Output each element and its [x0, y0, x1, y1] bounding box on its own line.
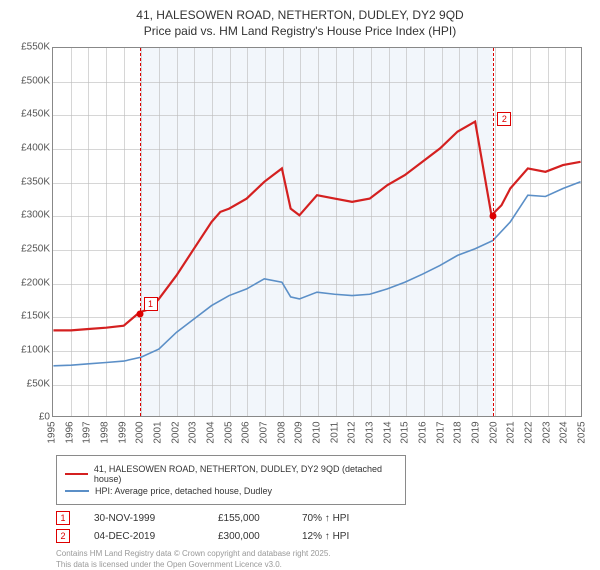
series-price_paid [53, 122, 580, 331]
x-tick-label: 2006 [241, 422, 252, 444]
data-point-1 [136, 310, 143, 317]
sale-row: 1 30-NOV-1999 £155,000 70% ↑ HPI [56, 511, 588, 525]
marker-line-1 [140, 48, 141, 416]
x-tick-label: 1995 [47, 422, 58, 444]
x-tick-label: 2015 [400, 422, 411, 444]
marker-box-2: 2 [497, 112, 511, 126]
x-tick-label: 2025 [577, 422, 588, 444]
data-point-2 [490, 213, 497, 220]
x-tick-label: 2001 [153, 422, 164, 444]
x-tick-label: 2011 [329, 422, 340, 444]
y-tick-label: £550K [21, 42, 50, 53]
x-tick-label: 2013 [365, 422, 376, 444]
x-tick-label: 1998 [100, 422, 111, 444]
title-line2: Price paid vs. HM Land Registry's House … [12, 24, 588, 40]
plot-area: £0£50K£100K£150K£200K£250K£300K£350K£400… [12, 47, 582, 417]
sale-hpi: 12% ↑ HPI [302, 531, 382, 542]
x-tick-label: 2010 [312, 422, 323, 444]
y-tick-label: £500K [21, 75, 50, 86]
x-tick-label: 2007 [259, 422, 270, 444]
x-tick-label: 2021 [506, 422, 517, 444]
x-tick-label: 1999 [117, 422, 128, 444]
x-tick-label: 2016 [418, 422, 429, 444]
legend-label-1: 41, HALESOWEN ROAD, NETHERTON, DUDLEY, D… [94, 464, 397, 484]
sale-price: £300,000 [218, 531, 278, 542]
x-axis: 1995199619971998199920002001200220032004… [52, 417, 582, 447]
sale-marker: 2 [56, 529, 70, 543]
y-tick-label: £350K [21, 176, 50, 187]
legend: 41, HALESOWEN ROAD, NETHERTON, DUDLEY, D… [56, 455, 406, 505]
y-tick-label: £250K [21, 244, 50, 255]
sale-date: 30-NOV-1999 [94, 513, 194, 524]
y-tick-label: £150K [21, 311, 50, 322]
x-tick-label: 2023 [541, 422, 552, 444]
x-tick-label: 2008 [276, 422, 287, 444]
y-tick-label: £300K [21, 210, 50, 221]
y-tick-label: £450K [21, 109, 50, 120]
y-tick-label: £50K [27, 378, 50, 389]
marker-line-2 [493, 48, 494, 416]
x-tick-label: 2003 [188, 422, 199, 444]
x-tick-label: 1996 [64, 422, 75, 444]
legend-row-2: HPI: Average price, detached house, Dudl… [65, 486, 397, 496]
x-tick-label: 2002 [170, 422, 181, 444]
marker-box-1: 1 [144, 297, 158, 311]
sale-price: £155,000 [218, 513, 278, 524]
legend-row-1: 41, HALESOWEN ROAD, NETHERTON, DUDLEY, D… [65, 464, 397, 484]
x-tick-label: 2018 [453, 422, 464, 444]
x-tick-label: 2012 [347, 422, 358, 444]
sale-marker: 1 [56, 511, 70, 525]
y-tick-label: £200K [21, 277, 50, 288]
x-tick-label: 2017 [435, 422, 446, 444]
x-tick-label: 2000 [135, 422, 146, 444]
x-tick-label: 2020 [488, 422, 499, 444]
sale-row: 2 04-DEC-2019 £300,000 12% ↑ HPI [56, 529, 588, 543]
x-tick-label: 2024 [559, 422, 570, 444]
x-tick-label: 2019 [471, 422, 482, 444]
grid-area: 12 [52, 47, 582, 417]
chart-container: 41, HALESOWEN ROAD, NETHERTON, DUDLEY, D… [0, 0, 600, 560]
x-tick-label: 1997 [82, 422, 93, 444]
line-chart-svg [53, 48, 581, 416]
x-tick-label: 2014 [382, 422, 393, 444]
series-hpi [53, 182, 580, 366]
footer-line1: Contains HM Land Registry data © Crown c… [56, 549, 588, 559]
y-tick-label: £100K [21, 344, 50, 355]
x-tick-label: 2022 [524, 422, 535, 444]
sale-hpi: 70% ↑ HPI [302, 513, 382, 524]
legend-label-2: HPI: Average price, detached house, Dudl… [95, 486, 272, 496]
legend-swatch-1 [65, 473, 88, 476]
title-line1: 41, HALESOWEN ROAD, NETHERTON, DUDLEY, D… [12, 8, 588, 24]
chart-title: 41, HALESOWEN ROAD, NETHERTON, DUDLEY, D… [12, 8, 588, 39]
x-tick-label: 2005 [223, 422, 234, 444]
x-tick-label: 2004 [206, 422, 217, 444]
y-tick-label: £400K [21, 143, 50, 154]
y-axis: £0£50K£100K£150K£200K£250K£300K£350K£400… [12, 47, 52, 417]
legend-swatch-2 [65, 490, 89, 492]
x-tick-label: 2009 [294, 422, 305, 444]
footer-line2: This data is licensed under the Open Gov… [56, 560, 588, 570]
sales-table: 1 30-NOV-1999 £155,000 70% ↑ HPI 2 04-DEC-201… [56, 511, 588, 543]
sale-date: 04-DEC-2019 [94, 531, 194, 542]
